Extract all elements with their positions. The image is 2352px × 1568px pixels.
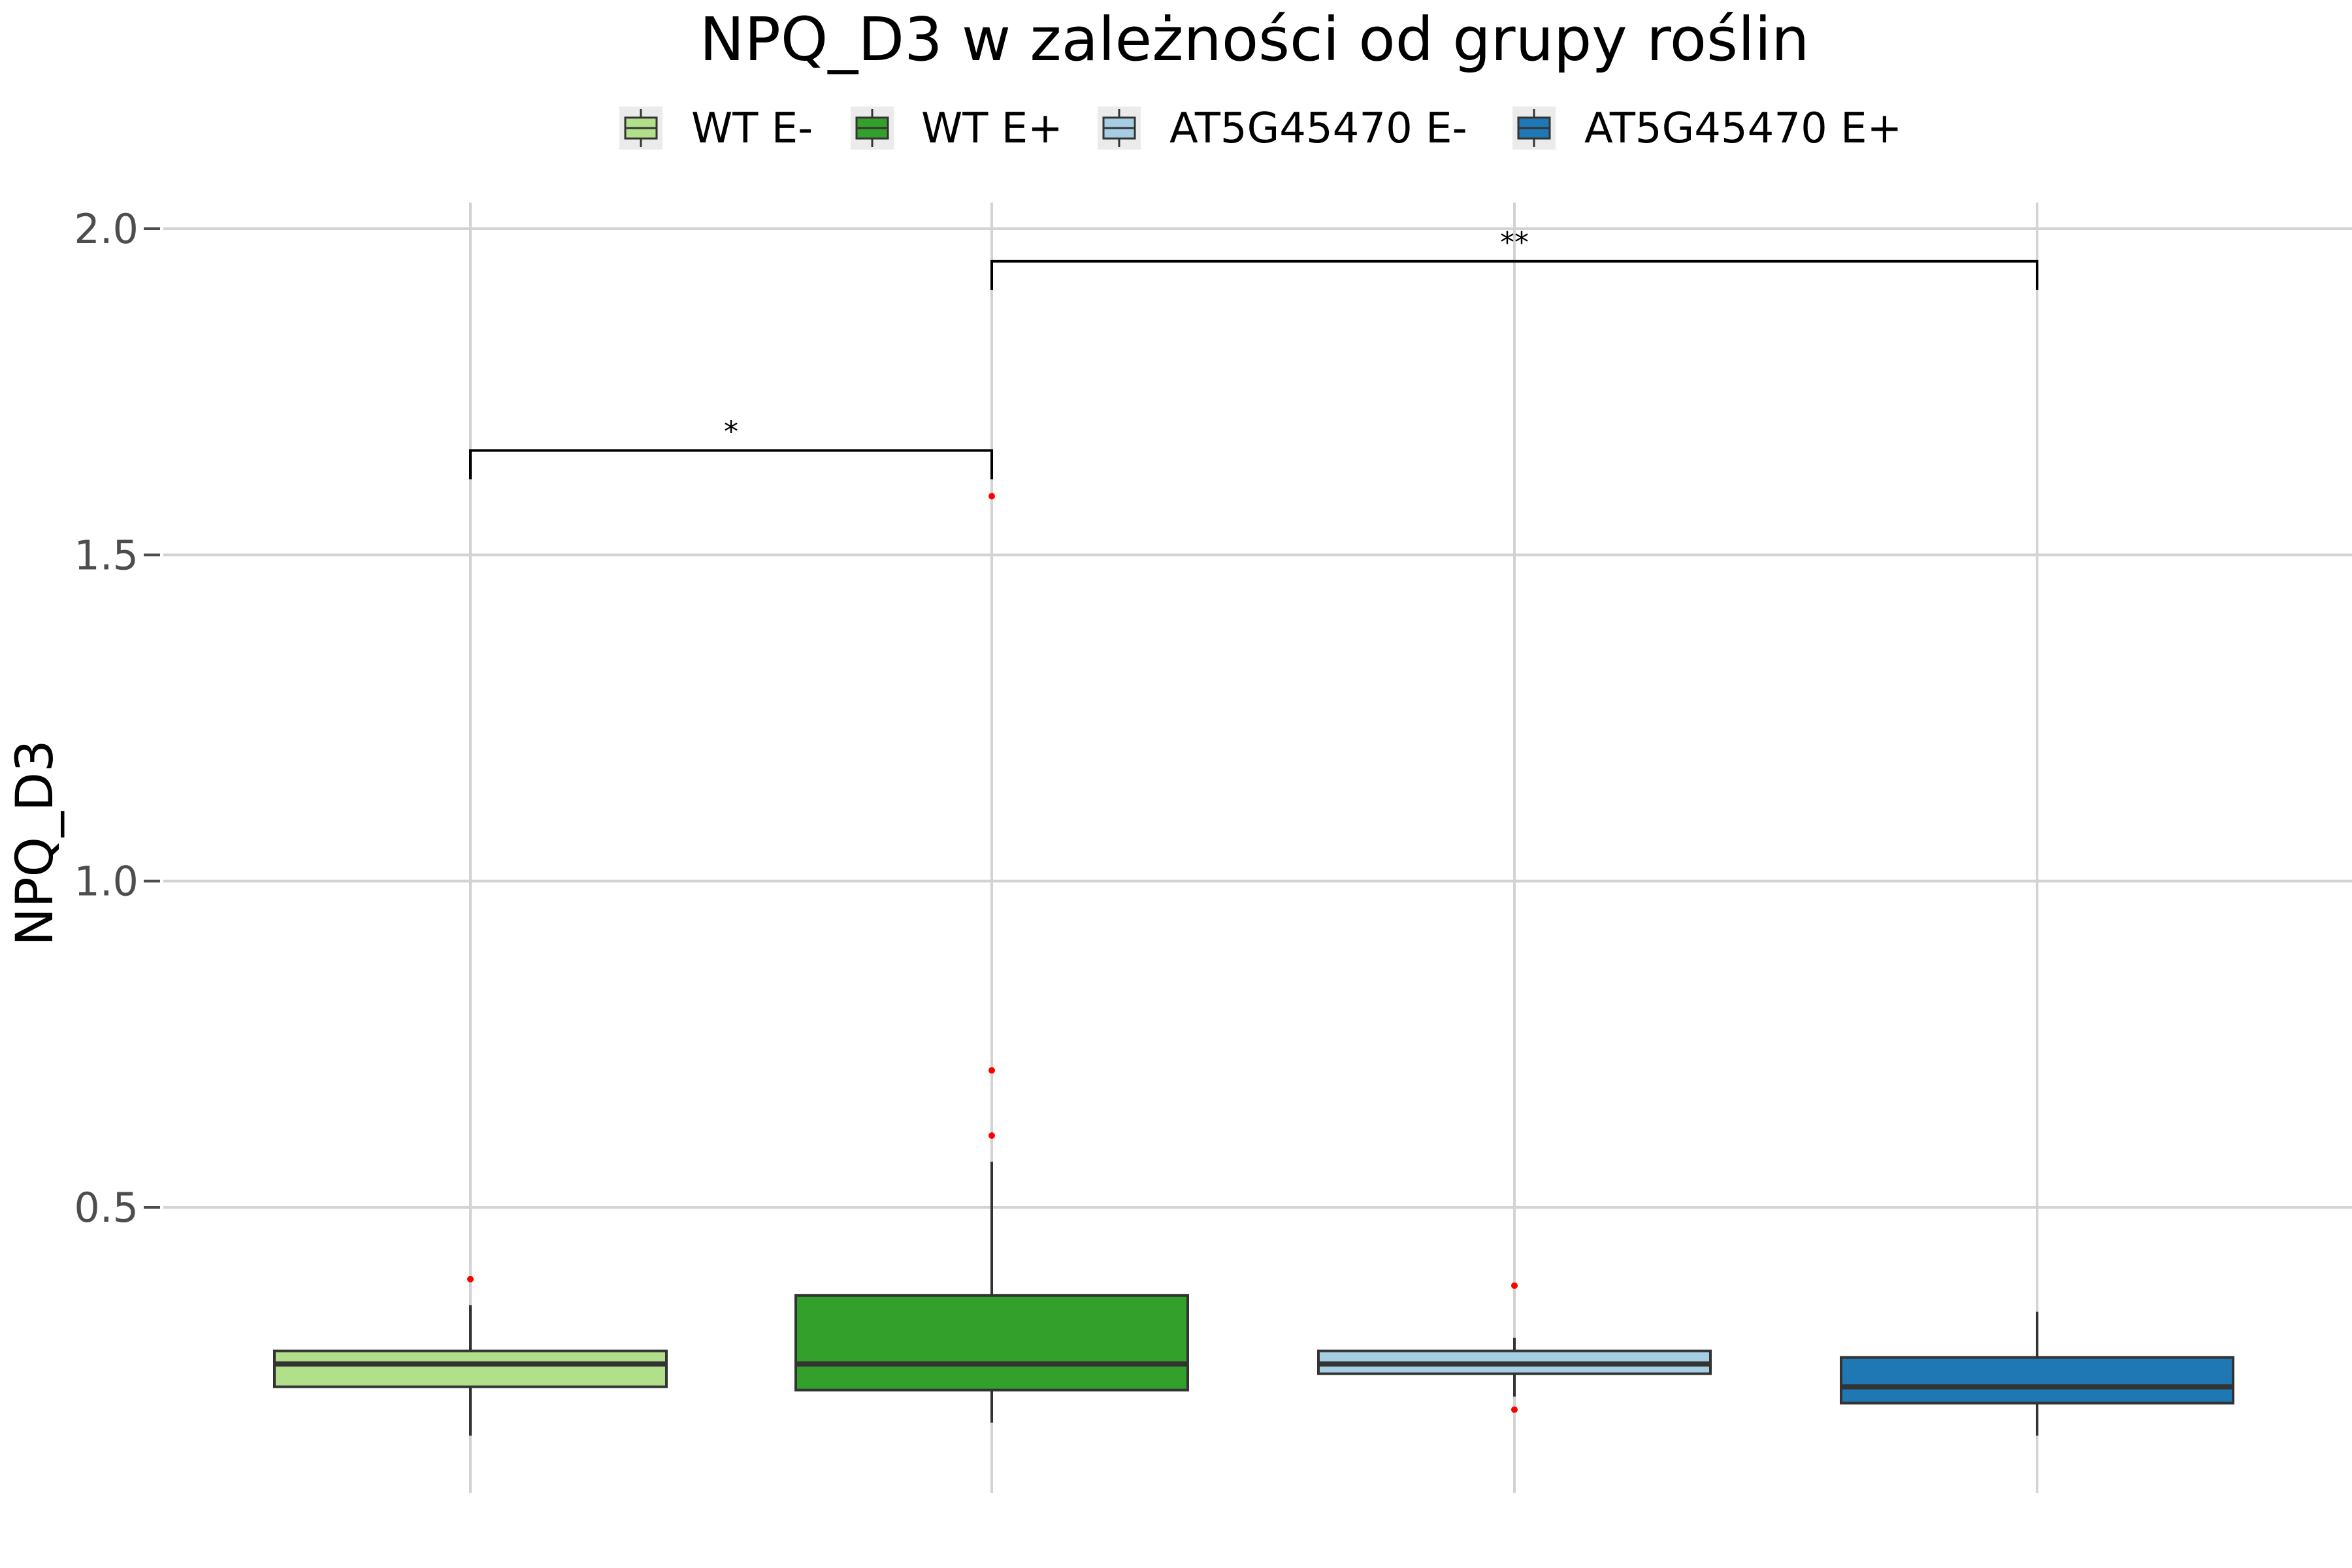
outlier-point-wt-e-2 (988, 1067, 995, 1074)
significance-bracket-2: ** (990, 226, 2038, 290)
legend-label-wt-e: WT E- (691, 105, 813, 153)
legend-item-wt-e: WT E+ (851, 105, 1063, 153)
box-iqr (1840, 1356, 2234, 1405)
outlier-point-wt-e-3 (988, 493, 995, 500)
boxes (273, 1162, 2234, 1436)
legend-item-wt-e: WT E- (619, 105, 813, 153)
y-axis-label: NPQ_D3 (6, 740, 65, 945)
box-iqr (794, 1294, 1189, 1392)
outlier-point-wt-e-1 (467, 1275, 474, 1282)
legend-item-at5g45470-e: AT5G45470 E- (1098, 105, 1467, 153)
bracket-line (469, 449, 993, 480)
legend-label-at5g45470-e: AT5G45470 E- (1169, 105, 1467, 153)
box-wt-e (273, 1305, 668, 1436)
y-tick-label-1-0: 1.0 (74, 858, 139, 906)
significance-label: ** (1500, 226, 1529, 259)
significance-brackets: *** (469, 226, 2038, 480)
outlier-point-wt-e-1 (988, 1132, 995, 1139)
y-tick-label-2-0: 2.0 (74, 205, 139, 253)
chart-title: NPQ_D3 w zależności od grupy roślin (700, 5, 1810, 74)
bracket-line (990, 259, 2038, 290)
legend-label-at5g45470-e: AT5G45470 E+ (1584, 105, 1902, 153)
outlier-point-at5g45470-e-1 (1511, 1282, 1518, 1289)
y-tick-label-0-5: 0.5 (74, 1184, 139, 1232)
outliers (467, 493, 1518, 1413)
grid (163, 203, 2352, 1493)
box-at5g45470-e (1840, 1311, 2234, 1436)
box-iqr (273, 1349, 668, 1388)
box-wt-e (794, 1162, 1189, 1423)
legend-item-at5g45470-e: AT5G45470 E+ (1512, 105, 1902, 153)
y-tick-label-1-5: 1.5 (74, 531, 139, 579)
y-axis: 0.5 1.0 1.5 2.0 (74, 205, 160, 1232)
legend: WT E- WT E+ AT5G45470 E- AT5G45470 E+ (619, 105, 1902, 153)
significance-bracket-1: * (469, 416, 993, 480)
legend-label-wt-e: WT E+ (921, 105, 1063, 153)
outlier-point-at5g45470-e-2 (1511, 1406, 1518, 1413)
box-at5g45470-e (1317, 1337, 1712, 1397)
significance-label: * (724, 416, 738, 449)
